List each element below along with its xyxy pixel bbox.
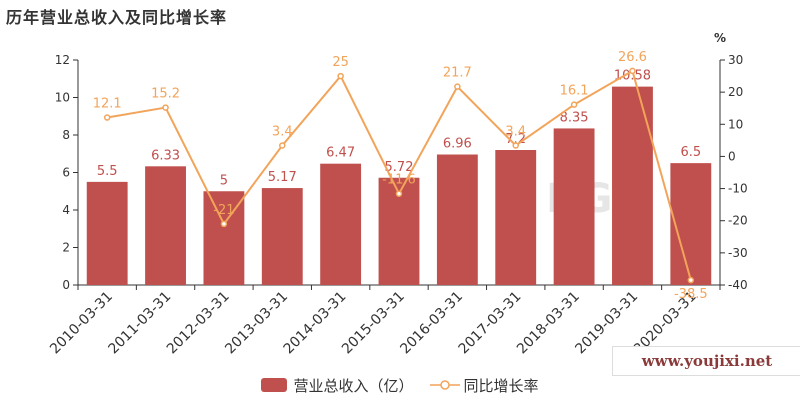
bar (261, 188, 303, 285)
bar-value-label: 8.35 (560, 110, 589, 125)
legend-item-line[interactable]: 同比增长率 (429, 375, 539, 396)
bar (495, 150, 537, 285)
y-left-tick-label: 2 (62, 241, 70, 255)
y-left-tick-label: 4 (62, 203, 70, 217)
legend: 营业总收入（亿） 同比增长率 (0, 374, 800, 396)
growth-value-label: 25 (332, 55, 349, 70)
y-left-tick-label: 6 (62, 166, 70, 180)
bar-value-label: 10.58 (614, 69, 651, 84)
legend-line-swatch (429, 380, 460, 390)
y-right-tick-label: -10 (728, 182, 748, 196)
y-right-tick-label: -30 (728, 246, 748, 260)
y-right-tick-label: 30 (728, 53, 743, 67)
growth-value-label: -38.5 (674, 287, 708, 302)
y-right-tick-label: 10 (728, 117, 743, 131)
growth-value-label: 26.6 (618, 50, 647, 65)
y-right-unit: % (714, 31, 726, 45)
y-right-tick-label: -40 (728, 278, 748, 292)
growth-point (103, 114, 111, 121)
growth-value-label: 12.1 (93, 97, 122, 112)
growth-value-label: 21.7 (443, 66, 472, 81)
bar-value-label: 7.2 (505, 132, 526, 147)
bar (320, 163, 362, 285)
growth-value-label: 3.4 (272, 125, 293, 140)
y-right-tick-label: 0 (728, 149, 736, 163)
growth-value-label: -11.6 (382, 173, 416, 188)
growth-point (629, 67, 636, 75)
legend-item-bar[interactable]: 营业总收入（亿） (261, 375, 414, 396)
bar-value-label: 5.17 (268, 170, 297, 185)
y-left-tick-label: 12 (55, 53, 70, 67)
growth-point (395, 190, 403, 197)
bar-value-label: 5.72 (385, 160, 414, 175)
legend-label-line: 同比增长率 (463, 376, 539, 395)
growth-point (337, 72, 344, 80)
growth-point (220, 220, 228, 228)
bar-value-label: 6.5 (680, 145, 701, 160)
bar (86, 181, 128, 285)
growth-value-label: 3.4 (505, 125, 526, 140)
growth-value-label: 15.2 (151, 87, 180, 102)
watermark-text: www.youjixi.net (641, 352, 773, 370)
growth-point (687, 276, 695, 284)
legend-label-bar: 营业总收入（亿） (293, 376, 414, 395)
bar-value-label: 6.47 (326, 146, 355, 161)
bar-value-label: 6.33 (151, 148, 180, 163)
growth-point (570, 101, 578, 108)
bar (145, 166, 186, 285)
bar-value-label: 6.96 (443, 137, 472, 152)
legend-bar-swatch (261, 378, 288, 392)
bar (670, 163, 712, 285)
y-right-tick-label: -20 (728, 214, 748, 228)
chart-title: 历年营业总收入及同比增长率 (6, 8, 228, 27)
bar-value-label: 5 (220, 173, 228, 188)
y-left-tick-label: 8 (62, 128, 70, 142)
y-left-tick-label: 0 (62, 278, 70, 292)
watermark: www.youjixi.net (612, 346, 800, 376)
growth-value-label: -21 (213, 203, 234, 218)
growth-point (279, 142, 286, 149)
growth-point (512, 142, 519, 149)
y-left-tick-label: 10 (55, 91, 70, 105)
bar (612, 86, 653, 285)
growth-point (162, 104, 169, 111)
bar (553, 128, 595, 285)
growth-point (454, 83, 461, 90)
bar-value-label: 5.5 (97, 164, 118, 179)
bar (436, 154, 478, 285)
y-right-tick-label: 20 (728, 85, 743, 99)
growth-value-label: 16.1 (560, 84, 589, 99)
